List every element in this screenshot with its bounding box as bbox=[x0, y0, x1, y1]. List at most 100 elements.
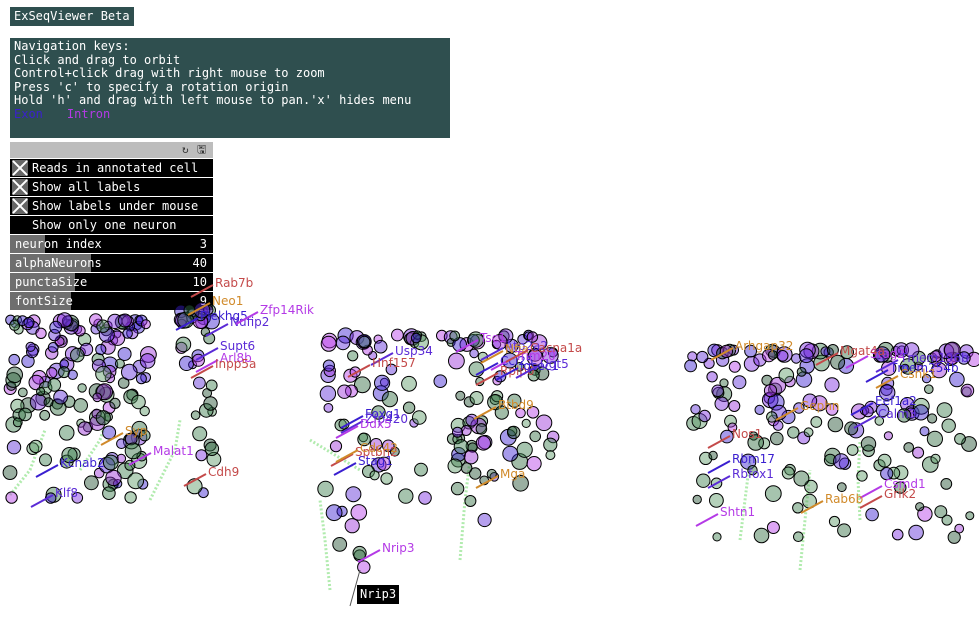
puncta-dot bbox=[793, 402, 805, 414]
puncta-dot bbox=[712, 532, 722, 542]
slider-fill bbox=[10, 273, 75, 291]
slider-value[interactable]: 9 bbox=[199, 294, 207, 308]
puncta-dot bbox=[91, 358, 106, 373]
puncta-dot bbox=[768, 382, 783, 397]
puncta-dot bbox=[95, 365, 112, 383]
gene-label: Neo1 bbox=[212, 294, 243, 308]
puncta-dot bbox=[546, 430, 560, 444]
gene-label: Shtn1 bbox=[720, 505, 755, 519]
puncta-dot bbox=[319, 385, 337, 402]
toggle-label: Reads in annotated cell bbox=[32, 161, 199, 175]
checkbox-checked-icon[interactable] bbox=[12, 198, 28, 214]
puncta-dot bbox=[714, 396, 729, 411]
checkbox-checked-icon[interactable] bbox=[12, 179, 28, 195]
puncta-dot bbox=[810, 416, 823, 428]
puncta-dot bbox=[6, 366, 23, 384]
gene-label-leader bbox=[859, 495, 883, 509]
slider-neuron-index[interactable]: neuron index 3 bbox=[10, 235, 213, 253]
puncta-dot bbox=[92, 392, 102, 403]
puncta-dot bbox=[124, 432, 138, 446]
puncta-dot bbox=[362, 465, 375, 478]
puncta-dot bbox=[74, 325, 86, 337]
gene-label: Rab6b bbox=[825, 492, 863, 506]
gene-label: Nrip3 bbox=[382, 541, 415, 555]
puncta-dot bbox=[195, 449, 208, 462]
checkbox-unchecked-icon[interactable] bbox=[12, 217, 28, 233]
gene-label: Zfp420 bbox=[365, 412, 408, 426]
puncta-dot bbox=[17, 315, 28, 327]
puncta-dot bbox=[515, 407, 526, 419]
slider-value[interactable]: 3 bbox=[199, 237, 207, 251]
toggle-show-all-labels[interactable]: Show all labels bbox=[10, 178, 213, 196]
puncta-dot bbox=[919, 426, 930, 437]
slider-puncta-size[interactable]: punctaSize 10 bbox=[10, 273, 213, 291]
help-line: Press 'c' to specify a rotation origin bbox=[14, 79, 289, 94]
gene-label: Stag1 bbox=[358, 454, 393, 468]
save-icon[interactable]: 🖫 bbox=[197, 143, 207, 156]
puncta-dot bbox=[965, 511, 975, 521]
gene-label-leader bbox=[335, 449, 359, 463]
gene-label: Cacna1a bbox=[530, 341, 582, 355]
puncta-dot bbox=[140, 319, 151, 330]
puncta-dot bbox=[763, 384, 778, 398]
gene-label-leader bbox=[335, 425, 359, 439]
gene-label-leader bbox=[357, 549, 381, 563]
gene-label-leader bbox=[205, 323, 229, 337]
puncta-dot bbox=[90, 323, 102, 335]
toggle-show-labels-under-mouse[interactable]: Show labels under mouse bbox=[10, 197, 213, 215]
puncta-dot bbox=[100, 339, 116, 355]
slider-value[interactable]: 10 bbox=[192, 275, 207, 289]
puncta-dot bbox=[874, 416, 885, 426]
slider-value[interactable]: 40 bbox=[192, 256, 207, 270]
puncta-dot bbox=[401, 375, 417, 392]
slider-font-size[interactable]: fontSize 9 bbox=[10, 292, 213, 310]
puncta-dot bbox=[936, 402, 953, 419]
gene-label: Rab7b bbox=[215, 276, 253, 290]
puncta-dot bbox=[317, 480, 334, 498]
puncta-dot bbox=[335, 335, 351, 351]
puncta-dot bbox=[874, 346, 891, 363]
dendrite-trace bbox=[798, 469, 812, 571]
slider-label: punctaSize bbox=[15, 275, 88, 289]
puncta-dot bbox=[139, 405, 150, 417]
puncta-dot bbox=[781, 466, 795, 480]
gene-label-leader bbox=[190, 365, 214, 379]
help-line: Control+click drag with right mouse to z… bbox=[14, 66, 325, 80]
gene-label-leader bbox=[505, 349, 529, 363]
toggle-show-only-one-neuron[interactable]: Show only one neuron bbox=[10, 216, 213, 234]
puncta-dot bbox=[382, 439, 395, 453]
puncta-dot bbox=[512, 475, 529, 492]
puncta-dot bbox=[203, 396, 218, 411]
gene-label: Nos1 bbox=[732, 427, 762, 441]
puncta-dot bbox=[59, 359, 69, 369]
puncta-dot bbox=[135, 373, 147, 385]
puncta-dot bbox=[900, 363, 910, 373]
puncta-dot bbox=[117, 347, 132, 361]
puncta-dot bbox=[433, 374, 448, 389]
slider-alpha-neurons[interactable]: alphaNeurons 40 bbox=[10, 254, 213, 272]
puncta-dot bbox=[767, 350, 778, 360]
puncta-dot bbox=[803, 427, 814, 438]
puncta-dot bbox=[193, 376, 206, 390]
gene-label: Tmem196b bbox=[899, 351, 969, 365]
refresh-icon[interactable]: ↻ bbox=[182, 143, 189, 156]
gene-label-leader bbox=[235, 311, 259, 325]
dendrite-trace bbox=[318, 499, 332, 591]
puncta-dot bbox=[865, 507, 879, 522]
puncta-dot bbox=[109, 397, 121, 409]
gene-label: Cdc42 bbox=[360, 441, 398, 455]
hover-gene-label: Nrip3 bbox=[357, 585, 400, 604]
slider-fill bbox=[10, 235, 45, 253]
gene-label: Csnk1 bbox=[900, 367, 937, 381]
puncta-dot bbox=[116, 438, 127, 450]
puncta-dot bbox=[787, 426, 800, 439]
gene-label-leader bbox=[475, 362, 499, 376]
puncta-dot bbox=[706, 371, 718, 383]
puncta-dot bbox=[749, 431, 759, 441]
gene-label-leader bbox=[475, 372, 499, 386]
puncta-dot bbox=[105, 469, 122, 487]
checkbox-checked-icon[interactable] bbox=[12, 160, 28, 176]
puncta-dot bbox=[373, 339, 388, 354]
toggle-reads-in-annotated-cell[interactable]: Reads in annotated cell bbox=[10, 159, 213, 177]
